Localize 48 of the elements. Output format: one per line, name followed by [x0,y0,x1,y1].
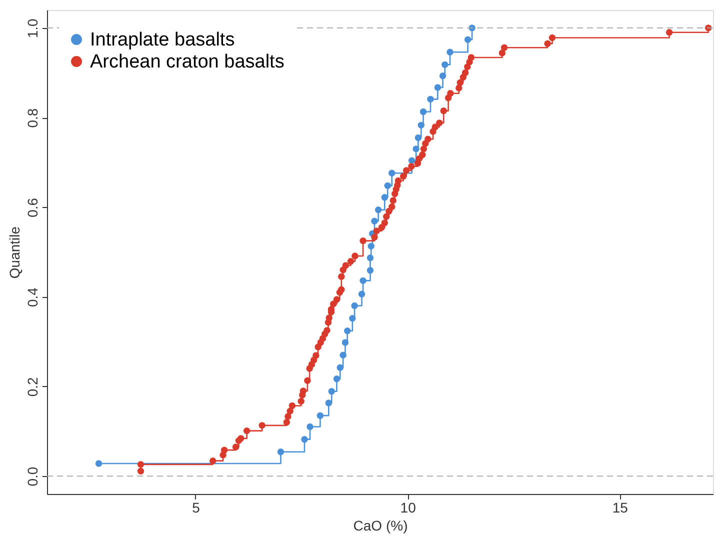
y-tick-label: 1.0 [24,18,40,38]
y-tick-label: 0.6 [24,198,40,218]
point [277,448,284,456]
point [344,328,351,334]
legend-label: Archean craton basalts [90,52,284,72]
point [306,423,314,430]
point [95,460,102,467]
point [408,157,416,164]
y-tick-label: 0.0 [24,466,40,486]
point [374,206,382,214]
point [439,72,446,80]
point [368,242,374,250]
y-tick-label: 0.4 [24,287,40,308]
point [412,146,420,152]
point [381,194,388,201]
point [340,352,346,358]
point [328,388,335,395]
point [333,375,340,382]
point [464,36,472,43]
point [325,400,332,406]
point [316,412,324,419]
point [360,277,366,284]
point [349,314,356,322]
point [434,84,442,91]
x-axis-title: CaO (%) [353,518,408,534]
point [351,302,358,310]
point [371,218,378,224]
x-tick-label: 5 [192,500,200,516]
point [358,290,366,298]
point [414,134,422,142]
x-tick-label: 15 [612,500,628,516]
point [442,61,448,68]
point [388,170,396,176]
x-tick-label: 10 [400,500,416,516]
point [336,364,344,371]
point [420,108,427,116]
point [301,436,308,443]
point [418,122,424,129]
point [446,48,454,56]
y-axis-title: Quantile [6,226,22,279]
y-tick-label: 0.2 [24,377,40,397]
point [366,254,374,262]
point [342,339,349,346]
legend-label: Intraplate basalts [90,30,235,50]
point [366,267,374,274]
point [427,96,434,103]
point [384,182,391,190]
y-tick-label: 0.8 [24,108,40,128]
